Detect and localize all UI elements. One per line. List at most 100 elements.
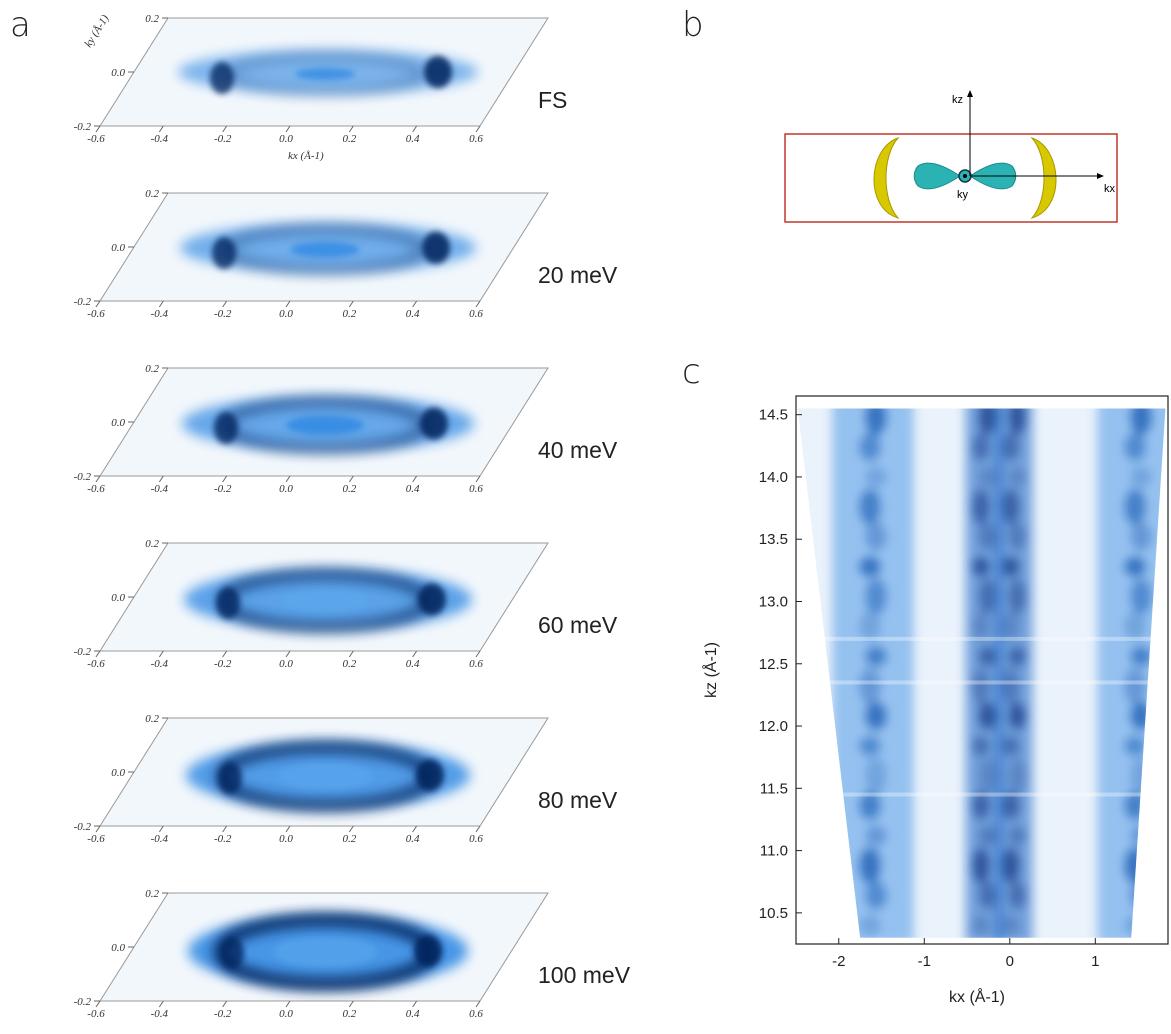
kx-tick-label: -0.2 xyxy=(214,1008,232,1020)
kx-tick-label: 0.6 xyxy=(469,1008,483,1020)
energy-slice-3: 0.20.0-0.2-0.6 -0.4 -0.2 0.0 0.2 0.4 0.660 meV xyxy=(74,538,618,670)
kx-tick-label: -0.6 xyxy=(87,658,105,670)
kz-axis-label: kz xyxy=(952,94,963,106)
kx-tick-label: 0.2 xyxy=(342,833,356,845)
outer-pocket-left xyxy=(873,136,900,219)
ky-tick-label: 0.0 xyxy=(111,767,125,779)
kx-tick-label: -0.4 xyxy=(151,308,169,320)
ky-tick-label: -0.2 xyxy=(74,996,92,1008)
ky-axis-label: ky xyxy=(957,189,969,201)
plot-frame xyxy=(795,395,1169,945)
kx-tick-label: 0.4 xyxy=(406,308,420,320)
kx-tick-label: 0.4 xyxy=(406,658,420,670)
kx-tick-label: 0.2 xyxy=(342,658,356,670)
ky-tick-label: 0.2 xyxy=(145,13,159,25)
y-axis-label: kz (Å-1) xyxy=(701,642,720,698)
ky-tick-label: 0.0 xyxy=(111,592,125,604)
ky-tick-label: 0.2 xyxy=(145,188,159,200)
y-tick-label: 10.5 xyxy=(759,905,788,922)
panel-b-fermi-surface-schematic: kz kx ky xyxy=(784,90,1118,223)
slice-intensity xyxy=(178,50,478,96)
outer-pocket-right xyxy=(1030,136,1057,219)
kx-tick-label: -0.4 xyxy=(151,483,169,495)
slice-intensity xyxy=(184,568,472,633)
kx-tick-label: -0.6 xyxy=(87,833,105,845)
kx-tick-label: 0.6 xyxy=(469,308,483,320)
ky-tick-label: 0.2 xyxy=(145,538,159,550)
panel-letter-b: b xyxy=(682,5,704,45)
y-tick-label: 12.0 xyxy=(759,718,788,735)
kx-axis-label: kx (Å-1) xyxy=(288,150,324,162)
kx-tick-label: 0.0 xyxy=(279,483,293,495)
kx-tick-label: 0.4 xyxy=(406,833,420,845)
ky-tick-label: 0.0 xyxy=(111,942,125,954)
y-tick-label: 13.5 xyxy=(759,531,788,548)
energy-label: 20 meV xyxy=(538,262,618,288)
y-tick-label: 14.0 xyxy=(759,469,788,486)
ky-axis-dot xyxy=(963,174,967,178)
slice-intensity xyxy=(182,396,474,454)
slice-intensity xyxy=(180,223,476,275)
ky-tick-label: 0.0 xyxy=(111,242,125,254)
kx-tick-label: 0.6 xyxy=(469,483,483,495)
slice-intensity xyxy=(186,740,470,813)
kx-tick-label: -0.4 xyxy=(151,1008,169,1020)
kx-tick-label: 0.4 xyxy=(406,483,420,495)
inner-pocket-left xyxy=(913,162,961,190)
panel-a-energy-slices: 0.20.0-0.2-0.6 -0.4 -0.2 0.0 0.2 0.4 0.6kx (Å-… xyxy=(74,13,631,1020)
kx-tick-label: -0.2 xyxy=(214,833,232,845)
kx-tick-label: 0.2 xyxy=(342,308,356,320)
kx-tick-label: 0.0 xyxy=(279,308,293,320)
kx-tick-label: -0.2 xyxy=(214,308,232,320)
heatmap-region xyxy=(797,408,1166,938)
panel-letter-a: a xyxy=(10,5,31,45)
ky-tick-label: 0.2 xyxy=(145,888,159,900)
energy-slice-1: 0.20.0-0.2-0.6 -0.4 -0.2 0.0 0.2 0.4 0.620 meV xyxy=(74,188,618,320)
kx-tick-label: -0.6 xyxy=(87,1008,105,1020)
kx-tick-label: -0.4 xyxy=(151,658,169,670)
kx-tick-label: 0.0 xyxy=(279,658,293,670)
ky-tick-label: -0.2 xyxy=(74,821,92,833)
x-tick-label: 0 xyxy=(1006,953,1014,970)
kx-tick-label: 0.0 xyxy=(279,833,293,845)
y-tick-label: 11.5 xyxy=(760,780,788,797)
energy-label: 60 meV xyxy=(538,612,618,638)
zone-boundary-box xyxy=(784,133,1118,223)
kx-tick-label: 0.0 xyxy=(279,1008,293,1020)
kx-tick-label: -0.4 xyxy=(151,833,169,845)
x-tick-label: -1 xyxy=(918,953,931,970)
kx-tick-label: 0.2 xyxy=(342,133,356,145)
energy-label: 100 meV xyxy=(538,962,631,988)
ky-tick-label: -0.2 xyxy=(74,646,92,658)
kx-tick-label: 0.6 xyxy=(469,133,483,145)
kx-tick-label: -0.6 xyxy=(87,483,105,495)
energy-label: 80 meV xyxy=(538,787,618,813)
kx-tick-label: 0.4 xyxy=(406,133,420,145)
ky-axis-label: ky (Å-1) xyxy=(82,13,111,50)
kx-tick-label: 0.6 xyxy=(469,833,483,845)
ky-tick-label: 0.0 xyxy=(111,67,125,79)
kx-tick-label: -0.2 xyxy=(214,133,232,145)
kx-tick-label: 0.0 xyxy=(279,133,293,145)
kx-axis-label: kx xyxy=(1104,183,1116,195)
ky-tick-label: -0.2 xyxy=(74,471,92,483)
energy-slice-4: 0.20.0-0.2-0.6 -0.4 -0.2 0.0 0.2 0.4 0.680 meV xyxy=(74,713,618,845)
energy-slice-2: 0.20.0-0.2-0.6 -0.4 -0.2 0.0 0.2 0.4 0.640 meV xyxy=(74,363,618,495)
kx-tick-label: 0.2 xyxy=(342,483,356,495)
y-tick-label: 14.5 xyxy=(759,407,788,424)
ky-tick-label: -0.2 xyxy=(74,121,92,133)
panel-letter-c: c xyxy=(682,352,701,392)
x-tick-label: 1 xyxy=(1091,953,1099,970)
ky-tick-label: -0.2 xyxy=(74,296,92,308)
kx-tick-label: -0.4 xyxy=(151,133,169,145)
energy-slice-0: 0.20.0-0.2-0.6 -0.4 -0.2 0.0 0.2 0.4 0.6kx (Å-… xyxy=(74,13,568,162)
energy-label: 40 meV xyxy=(538,437,618,463)
kx-tick-label: 0.2 xyxy=(342,1008,356,1020)
ky-tick-label: 0.0 xyxy=(111,417,125,429)
panel-c-kz-map: -2 -1 0 1 14.5 14.0 13.5 13.0 12.5 12.0 11.5 11.0 10… xyxy=(701,395,1169,1006)
kx-tick-label: -0.6 xyxy=(87,133,105,145)
x-tick-label: -2 xyxy=(832,953,845,970)
kx-tick-label: 0.6 xyxy=(469,658,483,670)
y-tick-label: 11.0 xyxy=(760,843,788,860)
x-axis-label: kx (Å-1) xyxy=(949,987,1005,1006)
